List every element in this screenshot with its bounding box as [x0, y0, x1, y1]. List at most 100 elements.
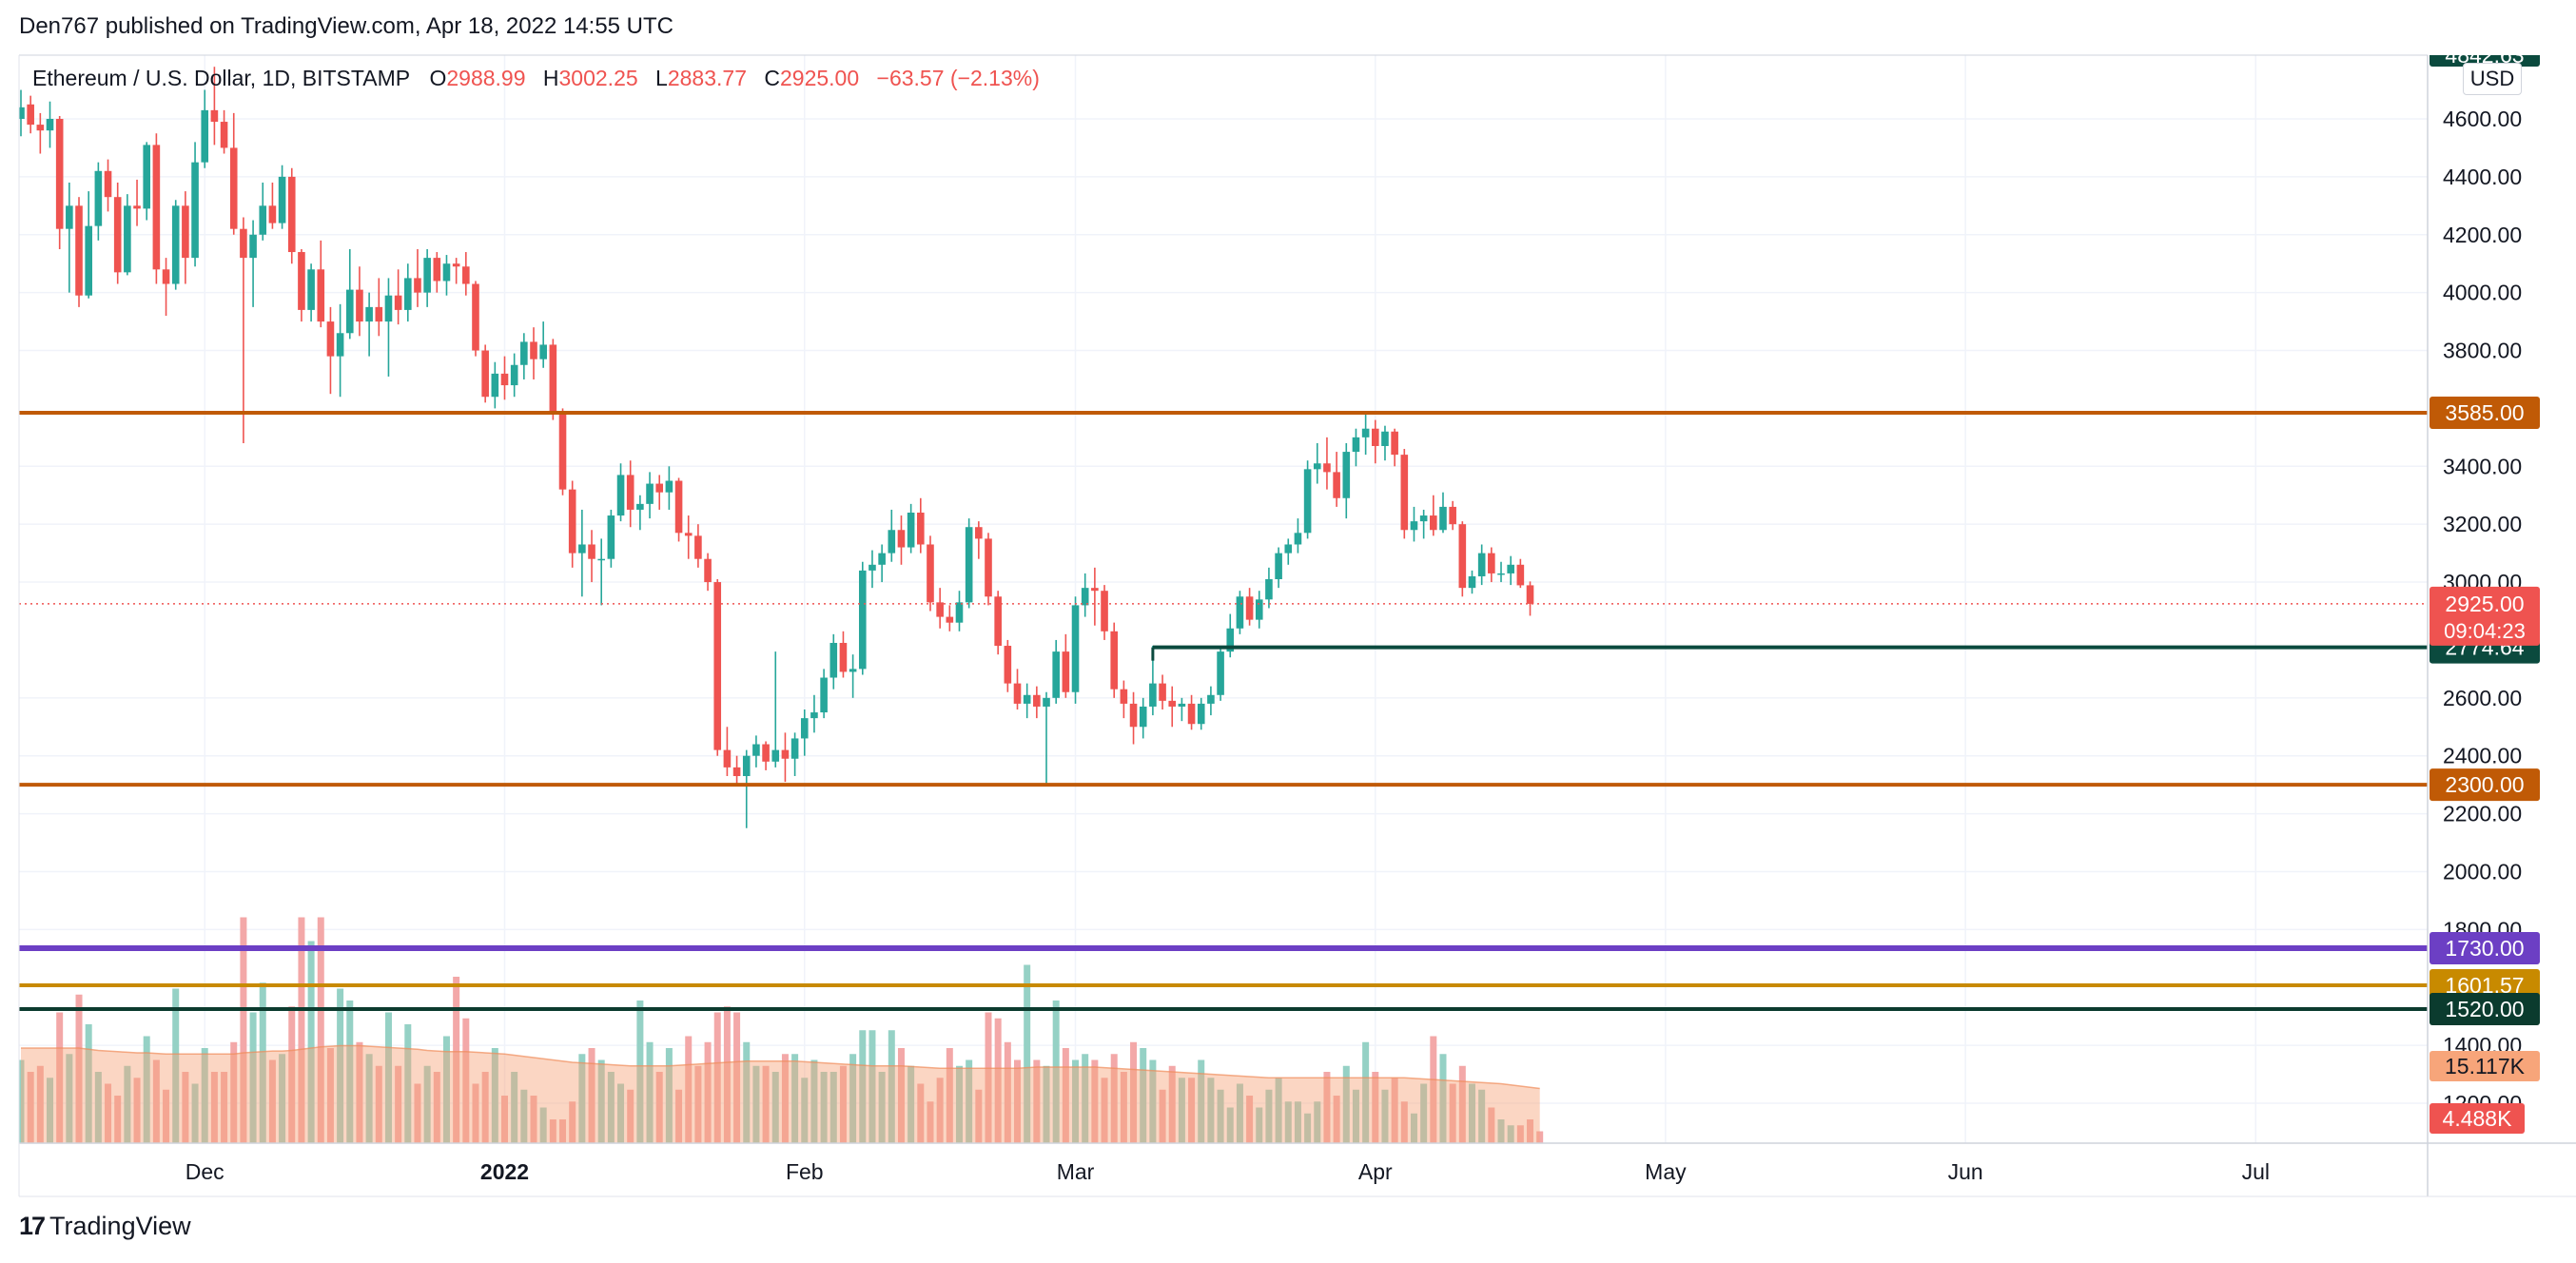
- volume-bar: [1410, 1113, 1417, 1143]
- candle-body: [820, 677, 828, 713]
- volume-bar: [985, 1012, 992, 1143]
- brand-name: TradingView: [49, 1212, 191, 1240]
- candle-body: [858, 570, 867, 670]
- candle-body: [781, 749, 790, 759]
- candle-body: [113, 197, 122, 273]
- price-axis[interactable]: 4600.00 4400.00 4200.00 4000.00 3800.00 3400.…: [2430, 38, 2540, 1134]
- y-tick-label: 2000.00: [2443, 859, 2522, 884]
- volume-bar: [133, 1078, 141, 1143]
- volume-bar: [1043, 1065, 1050, 1143]
- candle-body: [104, 170, 112, 198]
- x-tick-label: Dec: [185, 1159, 224, 1184]
- x-tick-label: 2022: [480, 1159, 529, 1184]
- volume-bar: [1033, 1059, 1041, 1143]
- candle-body: [481, 350, 489, 398]
- y-tick-label: 2200.00: [2443, 802, 2522, 826]
- candle-body: [1091, 588, 1099, 592]
- volume-bar: [1091, 1059, 1099, 1143]
- volume-bar: [617, 1083, 625, 1143]
- candle-body: [1439, 506, 1447, 531]
- volume-bar: [588, 1048, 595, 1143]
- volume-bar: [1188, 1078, 1196, 1143]
- volume-bar: [1198, 1059, 1205, 1143]
- horizontal-levels[interactable]: [19, 410, 2428, 1011]
- level-1520-badge: [2430, 993, 2540, 1025]
- currency-button[interactable]: USD: [2463, 63, 2522, 95]
- volume-bar: [520, 1089, 528, 1143]
- candle-body: [839, 642, 848, 672]
- candle-body: [723, 749, 732, 768]
- candle-body: [762, 744, 770, 762]
- volume-bar: [1391, 1078, 1398, 1143]
- candle-body: [568, 489, 576, 554]
- x-tick-label: Apr: [1358, 1159, 1393, 1184]
- volume-bar: [607, 1072, 615, 1143]
- candle-body: [888, 530, 896, 554]
- volume-bar: [1314, 1101, 1321, 1143]
- volume-bar: [539, 1107, 547, 1143]
- volume-bar: [481, 1072, 489, 1143]
- close-label: C: [764, 66, 780, 90]
- volume-bar: [636, 1001, 644, 1143]
- volume-last-label: 4.488K: [2443, 1106, 2513, 1131]
- candle-body: [1013, 683, 1022, 704]
- candle-body: [1497, 573, 1505, 575]
- volume-bar: [1516, 1125, 1524, 1143]
- resistance-3585-badge: [2430, 396, 2540, 429]
- y-tick-label: 4400.00: [2443, 165, 2522, 189]
- candle-body: [965, 527, 973, 603]
- candle-body: [665, 480, 673, 493]
- volume-bar: [829, 1072, 837, 1143]
- volume-bar: [771, 1072, 779, 1143]
- candle-body: [75, 205, 83, 296]
- volume-bar: [210, 1072, 218, 1143]
- candle-body: [298, 252, 305, 310]
- candle-body: [1275, 553, 1282, 580]
- candle-body: [249, 234, 257, 259]
- volume-bar: [839, 1065, 847, 1143]
- volume-bar: [1323, 1072, 1331, 1143]
- candle-body: [307, 269, 315, 310]
- candle-body: [1052, 651, 1060, 698]
- level-1730-label: 1730.00: [2445, 936, 2524, 961]
- candle-body: [1526, 585, 1534, 604]
- candle-body: [191, 162, 199, 259]
- chart-frame: [18, 54, 2576, 1197]
- candlestick-series: [19, 67, 1534, 828]
- candle-body: [1361, 428, 1370, 437]
- volume-bar: [75, 994, 83, 1143]
- volume-bar: [694, 1065, 702, 1143]
- volume-bar: [1168, 1065, 1176, 1143]
- candle-body: [713, 582, 722, 750]
- candle-body: [1284, 544, 1293, 554]
- volume-bar: [975, 1089, 983, 1143]
- candle-body: [1419, 515, 1428, 522]
- candle-body: [210, 109, 219, 123]
- candle-body: [1033, 694, 1041, 707]
- volume-bar: [627, 1089, 634, 1143]
- tradingview-brand[interactable]: 17 TradingView: [19, 1212, 191, 1241]
- candle-body: [1168, 700, 1177, 707]
- candle-body: [365, 306, 373, 322]
- candle-body: [240, 228, 247, 259]
- candle-body: [1342, 452, 1351, 498]
- volume-ma-label: 15.117K: [2445, 1054, 2526, 1078]
- candle-body: [636, 503, 644, 510]
- y-tick-label: 3400.00: [2443, 454, 2522, 478]
- candle-body: [85, 225, 92, 296]
- candle-body: [1149, 683, 1157, 707]
- candle-body: [704, 558, 712, 583]
- candle-body: [790, 738, 799, 759]
- volume-bar: [279, 1054, 286, 1143]
- volume-bar: [733, 1012, 741, 1143]
- candle-body: [936, 602, 944, 617]
- volume-bar: [1101, 1078, 1108, 1143]
- time-axis[interactable]: Dec 2022 Feb Mar Apr May Jun Jul: [185, 1159, 2270, 1184]
- candle-body: [414, 278, 421, 293]
- volume-bar: [810, 1059, 818, 1143]
- volume-bar: [927, 1101, 934, 1143]
- symbol-name[interactable]: Ethereum / U.S. Dollar, 1D, BITSTAMP: [32, 66, 411, 90]
- candle-body: [985, 538, 992, 597]
- volume-bar: [530, 1096, 537, 1143]
